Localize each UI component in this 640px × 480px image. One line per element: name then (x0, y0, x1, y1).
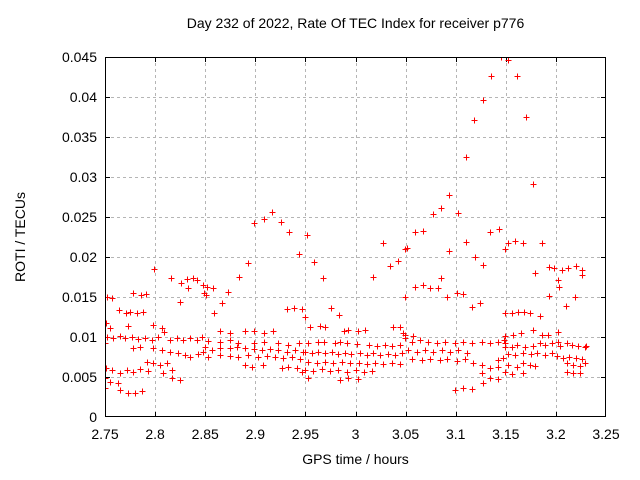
y-tick-label: 0.035 (61, 129, 97, 145)
x-tick-label: 2.85 (191, 426, 219, 442)
y-tick-label: 0.03 (69, 169, 97, 185)
y-tick-label: 0.005 (61, 369, 97, 385)
x-tick-label: 3.25 (592, 426, 620, 442)
chart-title: Day 232 of 2022, Rate Of TEC Index for r… (186, 15, 525, 31)
x-tick-label: 2.9 (245, 426, 266, 442)
y-tick-label: 0.025 (61, 209, 97, 225)
x-tick-label: 3.15 (492, 426, 520, 442)
grid-lines (105, 57, 606, 417)
plot-border (105, 57, 606, 417)
y-tick-label: 0.04 (69, 89, 97, 105)
x-tick-label: 3.2 (546, 426, 566, 442)
x-axis-label: GPS time / hours (302, 451, 409, 467)
y-tick-label: 0.015 (61, 289, 97, 305)
y-tick-label: 0.045 (61, 49, 97, 65)
plot-area (105, 57, 606, 417)
y-axis-label: ROTI / TECUs (12, 192, 28, 282)
x-tick-label: 3.1 (445, 426, 466, 442)
x-tick-label: 3 (351, 426, 360, 442)
scatter-points (105, 57, 590, 397)
y-tick-label: 0 (89, 409, 97, 425)
x-tick-label: 3.05 (391, 426, 420, 442)
plot-canvas (105, 57, 606, 417)
x-tick-label: 2.8 (145, 426, 165, 442)
y-tick-label: 0.01 (69, 329, 97, 345)
x-tick-label: 2.95 (291, 426, 320, 442)
x-tick-label: 2.75 (91, 426, 119, 442)
y-tick-label: 0.02 (69, 249, 97, 265)
